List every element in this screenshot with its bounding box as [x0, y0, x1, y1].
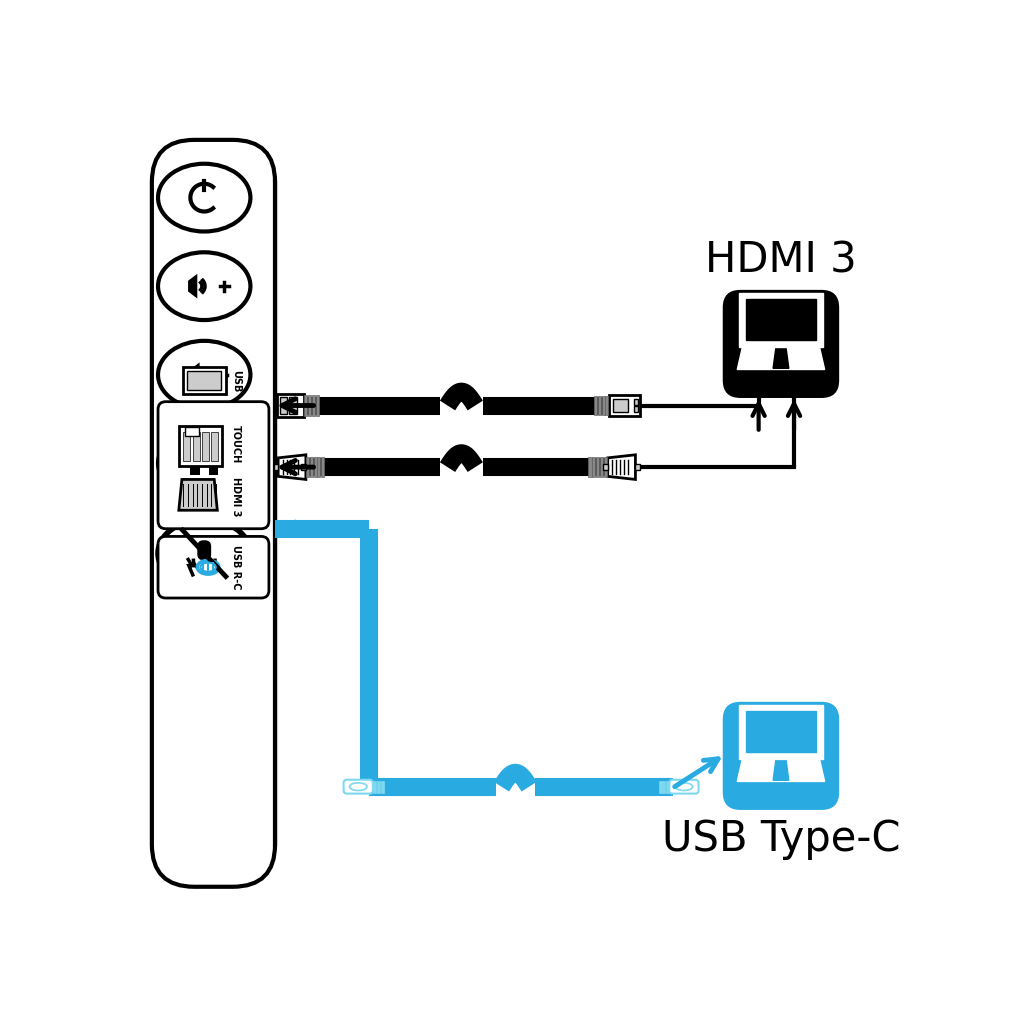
Bar	[636, 464, 640, 470]
FancyBboxPatch shape	[158, 536, 269, 598]
Bar	[193, 432, 199, 461]
Text: HDMI 3: HDMI 3	[231, 476, 241, 516]
Bar	[208, 452, 218, 474]
Bar	[305, 395, 308, 416]
Bar	[600, 457, 603, 477]
Bar	[310, 457, 313, 477]
Polygon shape	[745, 298, 817, 340]
Ellipse shape	[200, 563, 216, 572]
Bar	[277, 394, 305, 417]
Polygon shape	[737, 758, 825, 782]
FancyBboxPatch shape	[152, 139, 275, 887]
FancyBboxPatch shape	[343, 780, 373, 794]
Bar	[658, 781, 661, 793]
Ellipse shape	[350, 783, 367, 791]
Bar	[589, 457, 592, 477]
Bar	[183, 367, 226, 394]
Bar	[187, 371, 221, 390]
Text: HDMI 3: HDMI 3	[705, 239, 856, 282]
Bar	[274, 464, 278, 470]
Bar	[212, 432, 218, 461]
Polygon shape	[745, 711, 817, 752]
Ellipse shape	[158, 519, 250, 587]
Ellipse shape	[676, 783, 693, 791]
Bar	[301, 464, 306, 470]
FancyBboxPatch shape	[723, 701, 839, 810]
Text: USB: USB	[231, 370, 241, 392]
Polygon shape	[773, 760, 789, 781]
Bar	[280, 397, 287, 414]
Bar	[316, 395, 319, 416]
Bar	[373, 781, 376, 793]
Text: TOUCH: TOUCH	[231, 425, 241, 463]
Bar	[598, 396, 601, 414]
Polygon shape	[739, 704, 823, 758]
Bar	[306, 457, 309, 477]
Bar	[613, 399, 629, 412]
Bar	[179, 426, 222, 465]
FancyBboxPatch shape	[669, 780, 699, 794]
Polygon shape	[278, 455, 306, 479]
Polygon shape	[188, 274, 197, 298]
Bar	[312, 395, 315, 416]
Polygon shape	[179, 479, 218, 510]
Bar	[289, 397, 296, 414]
Ellipse shape	[197, 560, 219, 574]
Bar	[604, 457, 607, 477]
Text: USB Type-C: USB Type-C	[661, 818, 900, 860]
FancyBboxPatch shape	[158, 402, 269, 528]
FancyBboxPatch shape	[197, 541, 212, 560]
Bar	[634, 406, 638, 411]
FancyBboxPatch shape	[723, 290, 839, 398]
Bar	[309, 395, 312, 416]
Bar	[377, 781, 380, 793]
Bar	[318, 457, 321, 477]
Bar	[321, 457, 324, 477]
Bar	[666, 781, 669, 793]
Bar	[185, 428, 199, 437]
Ellipse shape	[158, 252, 250, 320]
Bar	[634, 399, 638, 405]
Bar	[594, 396, 597, 414]
Ellipse shape	[158, 341, 250, 408]
Bar	[593, 457, 596, 477]
Text: USB R-C: USB R-C	[231, 545, 241, 589]
Ellipse shape	[158, 430, 250, 497]
Bar	[603, 464, 608, 470]
Bar	[605, 396, 608, 414]
Bar	[380, 781, 383, 793]
Bar	[202, 432, 208, 461]
Polygon shape	[608, 455, 636, 479]
Bar	[602, 396, 605, 414]
Ellipse shape	[158, 164, 250, 231]
Bar	[190, 452, 199, 474]
Bar	[183, 432, 190, 461]
Polygon shape	[739, 292, 823, 346]
Bar	[596, 457, 599, 477]
Polygon shape	[190, 362, 199, 387]
Polygon shape	[773, 349, 789, 369]
Polygon shape	[737, 346, 825, 370]
Bar	[314, 457, 317, 477]
Bar	[609, 395, 640, 416]
Bar	[662, 781, 665, 793]
